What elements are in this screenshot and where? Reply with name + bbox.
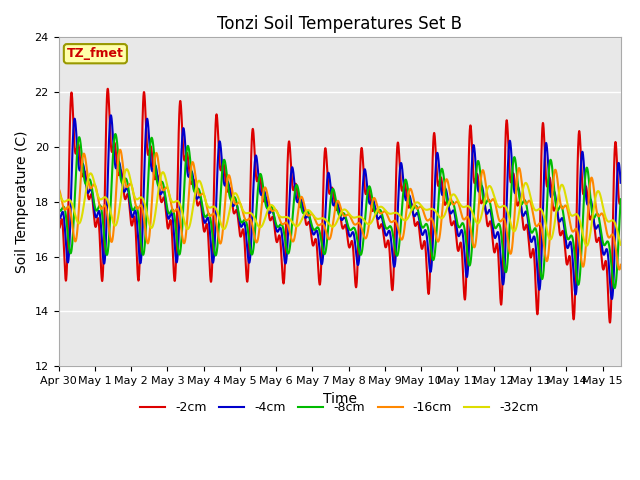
-8cm — [111, 131, 119, 137]
-16cm — [119, 162, 127, 168]
-2cm — [295, 200, 303, 205]
X-axis label: Time: Time — [323, 392, 356, 406]
-4cm — [119, 184, 127, 190]
Line: -4cm: -4cm — [58, 115, 621, 299]
-2cm — [606, 320, 614, 325]
-2cm — [152, 174, 160, 180]
-4cm — [54, 212, 62, 217]
Line: -2cm: -2cm — [58, 89, 621, 323]
-16cm — [271, 207, 278, 213]
-32cm — [152, 204, 160, 210]
-16cm — [545, 241, 553, 247]
Legend: -2cm, -4cm, -8cm, -16cm, -32cm: -2cm, -4cm, -8cm, -16cm, -32cm — [136, 396, 544, 420]
Line: -16cm: -16cm — [58, 150, 621, 270]
-16cm — [295, 204, 303, 210]
-8cm — [545, 163, 553, 169]
-16cm — [54, 186, 62, 192]
-2cm — [271, 222, 278, 228]
-4cm — [271, 215, 278, 221]
-32cm — [583, 243, 591, 249]
-16cm — [152, 150, 160, 156]
-4cm — [152, 165, 160, 171]
-16cm — [116, 147, 124, 153]
-32cm — [617, 242, 625, 248]
-2cm — [54, 223, 62, 228]
-8cm — [606, 247, 614, 252]
-2cm — [104, 86, 111, 92]
-8cm — [611, 285, 618, 291]
Text: TZ_fmet: TZ_fmet — [67, 47, 124, 60]
-4cm — [107, 112, 115, 118]
-32cm — [606, 218, 614, 224]
-8cm — [295, 189, 303, 194]
Title: Tonzi Soil Temperatures Set B: Tonzi Soil Temperatures Set B — [217, 15, 462, 33]
-8cm — [119, 180, 127, 186]
-8cm — [152, 173, 160, 179]
-8cm — [54, 204, 62, 210]
-4cm — [606, 276, 614, 282]
Y-axis label: Soil Temperature (C): Soil Temperature (C) — [15, 131, 29, 273]
-2cm — [545, 175, 553, 180]
-2cm — [617, 198, 625, 204]
-32cm — [123, 166, 131, 172]
-16cm — [617, 262, 625, 267]
-4cm — [545, 180, 553, 185]
-32cm — [271, 205, 278, 211]
-8cm — [617, 196, 625, 202]
-16cm — [606, 234, 614, 240]
-32cm — [54, 188, 62, 193]
-4cm — [608, 296, 616, 302]
-32cm — [119, 182, 127, 188]
-4cm — [617, 180, 625, 186]
-2cm — [606, 320, 614, 325]
-16cm — [616, 267, 623, 273]
-8cm — [271, 214, 278, 219]
-2cm — [119, 179, 127, 185]
Line: -8cm: -8cm — [58, 134, 621, 288]
-32cm — [545, 235, 553, 241]
-4cm — [295, 197, 303, 203]
-32cm — [295, 222, 303, 228]
Line: -32cm: -32cm — [58, 169, 621, 246]
